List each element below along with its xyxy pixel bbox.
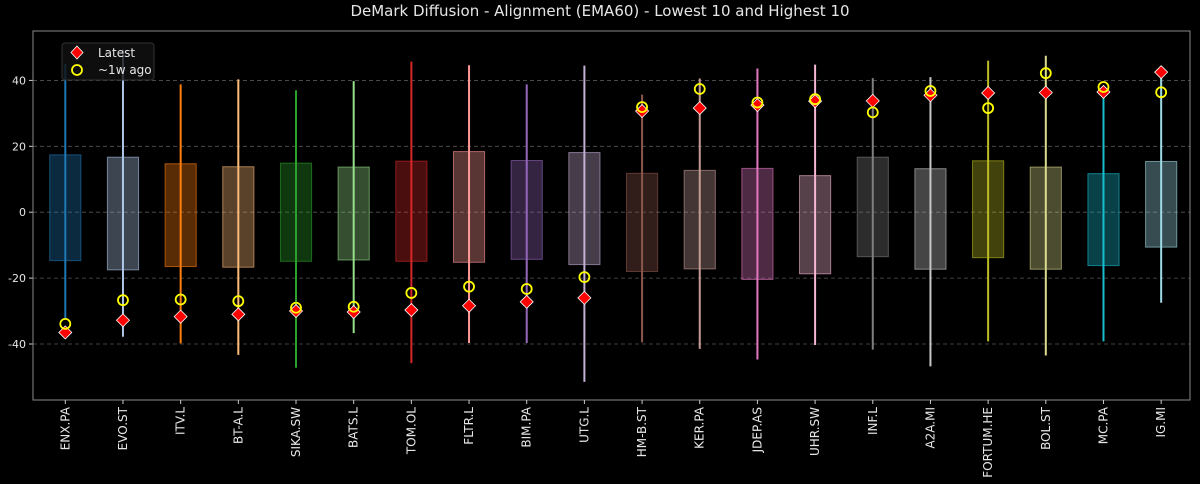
week-ago-marker <box>982 102 995 114</box>
latest-marker <box>115 313 131 328</box>
x-tick-label: BT-A.L <box>231 407 245 444</box>
y-tick-label: -40 <box>8 338 26 351</box>
x-tick-label: ENX.PA <box>58 406 72 450</box>
week-ago-marker <box>693 83 706 95</box>
x-tick-label: JDEP.AS <box>750 407 764 453</box>
week-ago-marker <box>751 96 764 109</box>
category-group <box>625 94 659 343</box>
category-group <box>106 49 140 337</box>
category-group <box>164 84 197 344</box>
latest-marker <box>981 85 996 101</box>
legend-box <box>61 42 155 81</box>
week-ago-marker <box>290 301 302 314</box>
category-group <box>222 79 255 355</box>
category-group <box>856 78 889 350</box>
y-tick-label: 0 <box>19 206 26 219</box>
week-ago-marker <box>578 271 591 284</box>
legend-label-week-ago: ~1w ago <box>98 63 152 77</box>
latest-marker <box>1154 65 1169 80</box>
x-tick-label: EVO.ST <box>116 406 130 450</box>
week-ago-marker <box>866 106 879 119</box>
category-group <box>337 81 370 334</box>
category-group <box>452 65 486 344</box>
category-group <box>395 61 428 364</box>
plot-marks <box>49 49 1178 382</box>
week-ago-marker <box>347 300 360 313</box>
legend-diamond-icon <box>70 45 84 60</box>
legend-label-latest: Latest <box>98 46 135 60</box>
category-group <box>683 78 716 349</box>
x-tick-label: INF.L <box>866 407 880 435</box>
x-tick-label: HM-B.ST <box>635 406 649 457</box>
category-group <box>510 84 543 344</box>
x-tick-label: TOM.OL <box>404 407 418 455</box>
category-group <box>1029 55 1062 356</box>
category-group <box>741 68 774 360</box>
week-ago-marker <box>520 283 533 295</box>
week-ago-marker <box>463 280 475 293</box>
x-tick-label: BATS.L <box>347 407 361 448</box>
x-tick-label: MC.PA <box>1096 406 1110 444</box>
category-group <box>972 60 1005 342</box>
y-axis: -40 -20 0 20 40 <box>8 74 33 351</box>
x-axis: ENX.PA EVO.ST ITV.L BT-A.L SIKA.SW BATS.L TOM.… <box>58 400 1168 478</box>
week-ago-marker <box>174 293 187 306</box>
category-group <box>1087 81 1120 342</box>
latest-marker <box>173 309 188 324</box>
x-tick-label: KER.PA <box>693 406 707 449</box>
gridlines <box>33 80 1190 345</box>
latest-marker <box>692 101 707 116</box>
category-group <box>1145 65 1178 303</box>
x-tick-label: BOL.ST <box>1039 406 1053 450</box>
legend: Latest ~1w ago <box>61 42 155 81</box>
x-tick-label: SIKA.SW <box>289 407 303 457</box>
x-tick-label: ITV.L <box>174 407 188 435</box>
chart-title: DeMark Diffusion - Alignment (EMA60) - L… <box>350 2 849 20</box>
latest-marker <box>58 325 73 340</box>
latest-marker <box>577 290 592 305</box>
x-tick-label: UHR.SW <box>808 407 822 456</box>
category-group <box>799 64 832 345</box>
week-ago-marker <box>1039 67 1052 80</box>
week-ago-marker <box>59 317 72 330</box>
week-ago-marker <box>924 85 937 97</box>
legend-circle-icon <box>71 64 83 76</box>
latest-marker <box>1038 85 1053 100</box>
category-group <box>568 65 601 382</box>
x-tick-label: FLTR.L <box>462 407 476 445</box>
x-tick-label: A2A.MI <box>923 407 937 449</box>
axes-frame <box>32 30 1191 401</box>
latest-marker <box>519 294 534 309</box>
week-ago-marker <box>1097 81 1110 93</box>
x-tick-label: BIM.PA <box>520 406 534 447</box>
y-tick-label: 40 <box>12 74 26 87</box>
x-tick-label: IG.MI <box>1154 407 1168 438</box>
latest-marker <box>404 302 419 318</box>
category-group <box>914 77 947 367</box>
x-tick-label: FORTUM.HE <box>981 407 995 478</box>
week-ago-marker <box>1155 86 1168 99</box>
category-group <box>49 63 82 340</box>
category-group <box>279 90 313 368</box>
y-tick-label: 20 <box>12 140 26 153</box>
week-ago-marker <box>405 287 418 299</box>
week-ago-marker <box>232 295 245 308</box>
week-ago-marker <box>117 294 129 307</box>
week-ago-marker <box>636 101 648 114</box>
latest-marker <box>461 298 477 313</box>
latest-marker <box>865 93 880 108</box>
week-ago-marker <box>809 93 821 106</box>
y-tick-label: -20 <box>8 272 26 285</box>
x-tick-label: UTG.L <box>577 407 591 443</box>
latest-marker <box>231 307 246 322</box>
